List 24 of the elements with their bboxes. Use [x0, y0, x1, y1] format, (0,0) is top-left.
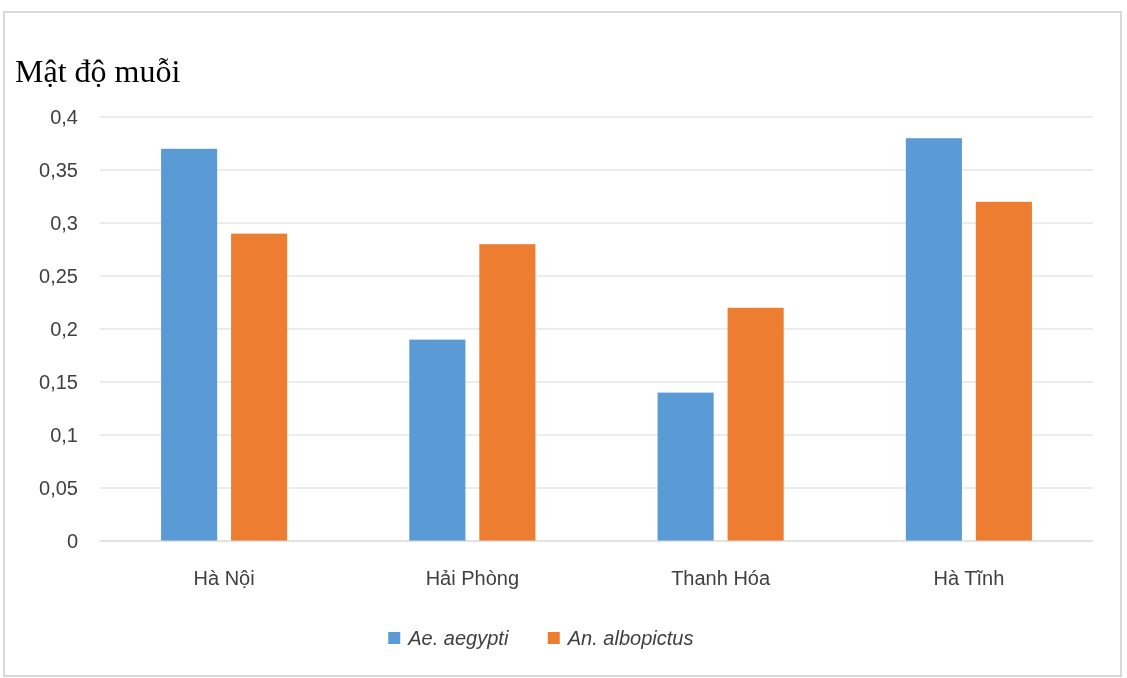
y-tick-label: 0,2 — [50, 318, 78, 340]
y-tick-label: 0,4 — [50, 106, 78, 128]
x-tick-label: Hà Nội — [193, 567, 255, 589]
bar — [727, 307, 784, 541]
legend-label: An. albopictus — [566, 627, 694, 649]
y-tick-label: 0 — [66, 530, 78, 552]
bar — [657, 392, 714, 541]
bar — [479, 244, 536, 541]
bar — [975, 201, 1032, 541]
y-tick-label: 0,25 — [39, 265, 78, 287]
x-tick-label: Thanh Hóa — [671, 567, 771, 589]
legend-label: Ae. aegypti — [407, 627, 509, 649]
y-tick-label: 0,1 — [50, 424, 78, 446]
chart-title: Mật độ muỗi — [15, 53, 181, 89]
bar — [409, 339, 466, 541]
y-tick-label: 0,3 — [50, 212, 78, 234]
x-tick-label: Hải Phòng — [425, 567, 520, 589]
x-tick-label: Hà Tĩnh — [933, 567, 1005, 589]
bar — [231, 233, 288, 541]
y-tick-label: 0,35 — [39, 159, 78, 181]
bar — [905, 138, 962, 541]
y-tick-label: 0,05 — [39, 477, 78, 499]
y-tick-label: 0,15 — [39, 371, 78, 393]
bar — [161, 148, 218, 541]
